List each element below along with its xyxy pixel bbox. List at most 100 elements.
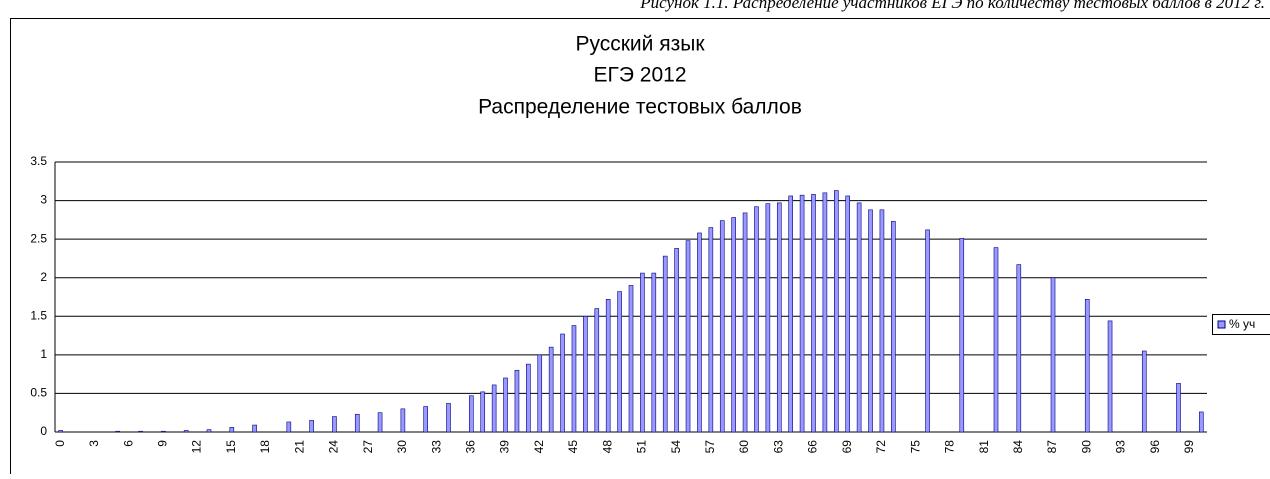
bar [572,326,576,432]
bar [811,194,815,432]
legend-swatch [1218,321,1225,328]
bar [994,248,998,432]
bar [401,409,405,432]
bar [640,273,644,432]
bar [1051,278,1055,432]
x-tick-label: 81 [977,440,991,454]
x-tick-label: 27 [361,440,375,454]
x-tick-label: 99 [1182,440,1196,454]
y-tick-label: 3.5 [30,154,47,168]
x-tick-label: 15 [224,440,238,454]
x-tick-label: 9 [156,440,170,447]
caption: Рисунок 1.1. Распределение участников ЕГ… [639,0,1265,12]
bar [777,203,781,432]
legend-label: % уч [1229,317,1255,331]
bar [161,431,165,432]
x-tick-label: 87 [1045,440,1059,454]
bar [1085,299,1089,432]
y-tick-label: 2 [40,270,47,284]
x-tick-label: 42 [532,440,546,454]
x-tick-label: 12 [190,440,204,454]
bar [595,309,599,432]
bar [184,430,188,432]
bar [207,430,211,432]
bar [332,417,336,432]
bar [1108,321,1112,432]
bar [1017,265,1021,432]
bar [834,191,838,432]
bar [789,196,793,432]
x-tick-label: 60 [737,440,751,454]
bar [846,196,850,432]
x-tick-label: 33 [429,440,443,454]
x-tick-label: 24 [327,440,341,454]
bar [583,316,587,432]
bar [538,355,542,432]
bar [549,347,553,432]
y-tick-label: 0.5 [30,386,47,400]
bar [287,422,291,432]
x-tick-label: 51 [635,440,649,454]
x-tick-label: 48 [600,440,614,454]
bar [960,238,964,432]
x-tick-label: 78 [943,440,957,454]
x-tick-label: 21 [292,440,306,454]
x-tick-label: 6 [121,440,135,447]
chart-title: Распределение тестовых баллов [478,96,802,119]
bar [629,285,633,432]
bar [253,425,257,432]
bar [515,370,519,432]
bar [743,213,747,432]
bar [766,204,770,432]
bar [355,414,359,432]
x-tick-label: 39 [498,440,512,454]
y-tick-label: 3 [40,193,47,207]
x-tick-label: 66 [806,440,820,454]
x-tick-label: 36 [463,440,477,454]
x-tick-label: 84 [1011,440,1025,454]
x-tick-label: 3 [87,440,101,447]
bar [800,195,804,432]
bar [310,420,314,432]
x-tick-label: 96 [1148,440,1162,454]
x-tick-label: 63 [771,440,785,454]
bar [857,203,861,432]
bar [230,427,234,432]
bar [720,221,724,432]
x-tick-label: 57 [703,440,717,454]
bar [116,431,120,432]
bar [469,396,473,432]
x-tick-label: 69 [840,440,854,454]
bar [1176,383,1180,432]
y-tick-label: 1 [40,347,47,361]
x-tick-label: 90 [1079,440,1093,454]
x-tick-label: 93 [1114,440,1128,454]
bar [732,218,736,432]
bar [652,273,656,432]
x-tick-label: 45 [566,440,580,454]
bar [618,292,622,432]
bar [561,334,565,432]
bar [675,248,679,432]
bar [1142,351,1146,432]
x-tick-label: 30 [395,440,409,454]
bar [492,385,496,432]
x-tick-label: 75 [908,440,922,454]
bar [891,221,895,432]
x-tick-label: 72 [874,440,888,454]
y-tick-label: 2.5 [30,231,47,245]
bar [447,403,451,432]
x-tick-label: 0 [53,440,67,447]
chart-title: ЕГЭ 2012 [593,64,686,87]
bar [663,256,667,432]
bar [139,431,143,432]
bar [504,378,508,432]
bar [869,210,873,432]
bar [59,430,63,432]
x-tick-label: 54 [669,440,683,454]
y-tick-label: 0 [40,424,47,438]
bar [754,207,758,432]
bar [926,230,930,432]
bar [481,392,485,432]
